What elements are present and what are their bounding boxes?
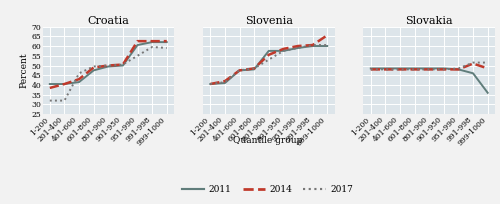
Title: Croatia: Croatia bbox=[88, 16, 129, 26]
Y-axis label: Percent: Percent bbox=[20, 53, 28, 88]
Legend: 2011, 2014, 2017: 2011, 2014, 2017 bbox=[178, 181, 357, 197]
Title: Slovenia: Slovenia bbox=[245, 16, 293, 26]
Text: Quantile group: Quantile group bbox=[233, 136, 302, 145]
Title: Slovakia: Slovakia bbox=[406, 16, 453, 26]
